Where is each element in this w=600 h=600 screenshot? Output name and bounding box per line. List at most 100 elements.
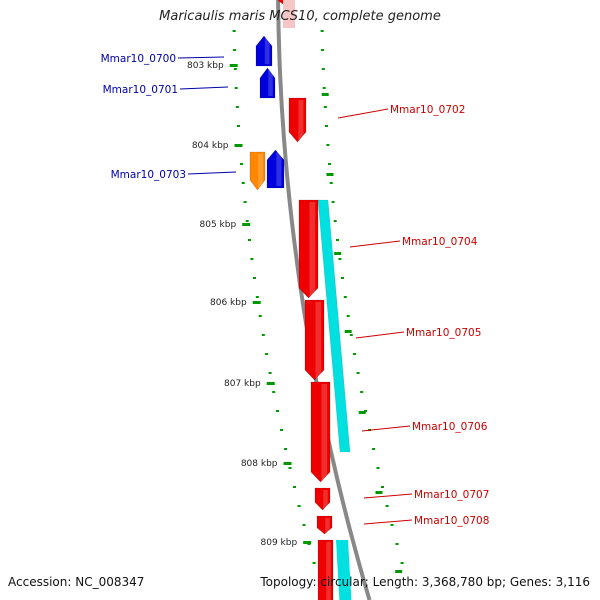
major-scale-tick (266, 382, 275, 385)
scale-tick (280, 429, 283, 431)
scale-tick (322, 87, 326, 89)
scale-tick (293, 486, 296, 488)
gene-label-mmar10-0702: Mmar10_0702 (390, 104, 465, 116)
gene-mmar10-0700 (255, 35, 273, 67)
gene-bottom-partial (317, 539, 334, 600)
scale-tick (320, 30, 324, 32)
gene-mmar10-0708 (316, 515, 333, 535)
scale-tick (376, 467, 380, 469)
gene-mmar10-0701-highlight (268, 70, 273, 96)
scale-tick (385, 505, 389, 507)
accession-text: Accession: NC_008347 (8, 575, 145, 589)
scale-tick (349, 334, 353, 336)
label-leader-line (177, 56, 225, 59)
scale-tick (336, 239, 339, 241)
scale-tick (250, 258, 254, 260)
scale-label: 804 kbp (192, 141, 229, 151)
scale-tick (297, 505, 301, 507)
major-scale-tick (252, 301, 261, 304)
genome-backbone (276, 0, 372, 600)
scale-tick (372, 448, 376, 450)
scale-tick (233, 68, 237, 70)
gene-mmar10-0703-highlight (276, 152, 282, 186)
scale-tick (395, 543, 399, 545)
scale-tick (234, 87, 238, 89)
scale-tick (343, 296, 347, 298)
scale-tick (381, 486, 384, 488)
gene-mmar10-0707-highlight (323, 490, 328, 508)
gene-mmar10-0703 (266, 149, 285, 189)
cds-track-bottom (336, 540, 352, 600)
gene-mmar10-0700-highlight (264, 38, 270, 64)
major-scale-tick (326, 173, 334, 176)
label-leader-line (187, 171, 237, 175)
major-scale-tick (358, 411, 366, 414)
label-leader-line (363, 493, 413, 499)
major-scale-tick (229, 64, 238, 67)
label-leader-line (179, 86, 229, 90)
gene-mmar10-0705-highlight (315, 302, 322, 378)
scale-tick (233, 49, 237, 51)
scale-tick (255, 296, 259, 298)
scale-tick (243, 201, 247, 203)
gene-label-mmar10-0706: Mmar10_0706 (412, 421, 488, 433)
major-scale-tick (283, 462, 292, 465)
major-scale-tick (334, 252, 342, 255)
gene-mmar10-0701 (259, 67, 276, 99)
label-leader-line (355, 331, 405, 339)
scale-tick (333, 220, 337, 222)
scale-tick (288, 467, 292, 469)
top-shade (283, 0, 295, 28)
gene-mmar10-0707 (314, 487, 331, 511)
major-scale-tick (242, 223, 251, 226)
major-scale-tick (303, 541, 312, 544)
scale-tick (268, 372, 272, 374)
scale-tick (261, 334, 265, 336)
scale-tick (237, 125, 240, 127)
gene-mmar10-0706 (310, 381, 331, 483)
gene-mmar10-0702 (288, 97, 307, 143)
gene-label-mmar10-0705: Mmar10_0705 (406, 327, 481, 339)
gene-mmar10-0705 (304, 299, 325, 381)
scale-tick (321, 68, 325, 70)
scale-tick (328, 163, 331, 165)
scale-tick (326, 144, 330, 146)
major-scale-tick (321, 93, 329, 96)
scale-tick (346, 315, 350, 317)
scale-tick (323, 106, 327, 108)
scale-tick (272, 391, 276, 393)
gene-mmar10-0708-highlight (325, 518, 330, 532)
scale-tick (248, 239, 251, 241)
gene-mmar10-0706-highlight (321, 384, 328, 480)
label-leader-line (337, 108, 389, 119)
label-leader-line (349, 240, 401, 248)
scale-tick (235, 106, 239, 108)
label-leader-line (361, 425, 411, 432)
scale-tick (241, 182, 245, 184)
major-scale-tick (344, 330, 352, 333)
scale-tick (284, 448, 288, 450)
scale-tick (240, 163, 243, 165)
scale-tick (265, 353, 269, 355)
gene-label-mmar10-0700: Mmar10_0700 (101, 53, 176, 65)
gene-mmar10-0704-highlight (309, 202, 316, 296)
gene-mmar10-0704 (298, 199, 319, 299)
scale-tick (329, 182, 333, 184)
major-scale-tick (234, 144, 243, 147)
scale-tick (331, 201, 335, 203)
gene-label-mmar10-0707: Mmar10_0707 (414, 489, 489, 501)
gene-label-mmar10-0703: Mmar10_0703 (111, 169, 186, 181)
gene-bottom-partial-highlight (326, 542, 331, 600)
scale-tick (338, 258, 342, 260)
scale-label: 805 kbp (200, 220, 237, 230)
scale-tick (390, 524, 394, 526)
scale-tick (360, 391, 364, 393)
scale-tick (341, 277, 344, 279)
gene-orange-highlight (258, 154, 263, 188)
cds-track (317, 199, 351, 453)
scale-label: 809 kbp (261, 538, 298, 548)
scale-label: 807 kbp (224, 379, 261, 389)
scale-tick (312, 562, 316, 564)
